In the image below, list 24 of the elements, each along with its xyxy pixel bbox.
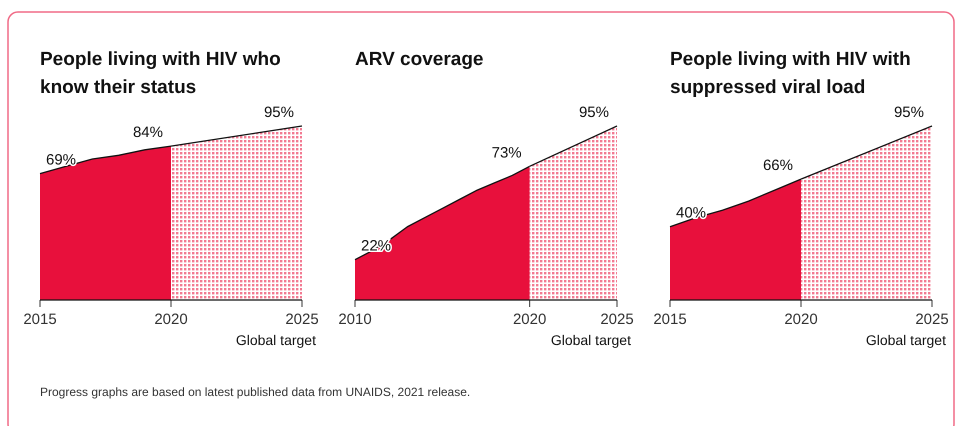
data-label: 95% [264, 104, 294, 121]
x-axis-title: Global target [236, 332, 316, 348]
x-tick-label: 2010 [338, 311, 372, 328]
data-label: 73% [492, 144, 522, 162]
x-tick-label: 2020 [512, 311, 546, 328]
x-axis-title: Global target [550, 332, 632, 348]
data-label: 69% [46, 152, 76, 169]
x-tick-label: 2025 [285, 311, 319, 328]
data-label: 95% [578, 104, 609, 121]
x-tick-label: 2020 [154, 311, 188, 328]
data-label: 95% [894, 104, 924, 121]
x-tick-label: 2020 [784, 311, 818, 328]
data-label: 40% [676, 204, 706, 222]
chart-title: ARV coverage [355, 49, 484, 70]
chart-title: People living with HIV who know their status [40, 49, 281, 98]
x-tick-label: 2025 [915, 311, 949, 328]
text: Progress graphs are based on latest published data from UNAIDS, 2021 release. [40, 385, 470, 399]
data-label: 66% [762, 157, 793, 174]
x-tick-label: 2015 [653, 311, 687, 328]
x-tick-label: 2025 [600, 311, 634, 328]
x-axis-title: Global target [866, 332, 946, 348]
data-label: 84% [132, 124, 163, 142]
x-tick-label: 2015 [23, 311, 57, 328]
chart-title: People living with HIV with suppressed viral load [670, 49, 911, 98]
